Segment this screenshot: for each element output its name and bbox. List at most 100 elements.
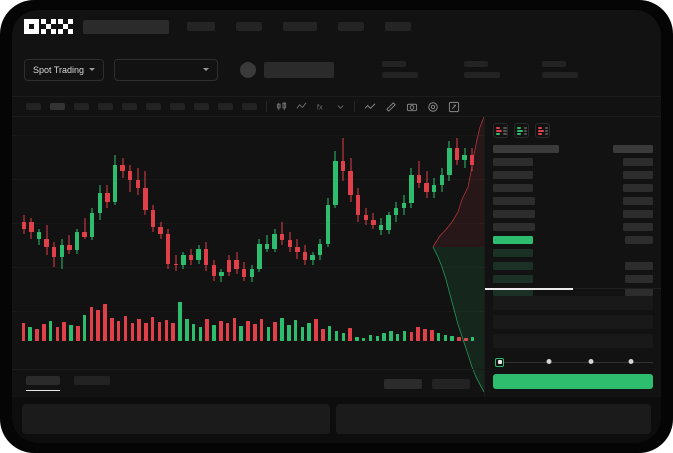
candle-body bbox=[333, 161, 338, 205]
timeframe-4[interactable] bbox=[98, 103, 113, 110]
volume-bar bbox=[253, 324, 257, 341]
order-field-total[interactable] bbox=[493, 334, 653, 348]
volume-bar bbox=[321, 329, 325, 341]
chart-action-2[interactable] bbox=[432, 378, 470, 389]
candle-body bbox=[272, 233, 277, 249]
timeframe-9[interactable] bbox=[218, 103, 233, 110]
orderbook-row[interactable] bbox=[493, 262, 653, 270]
indicators-icon[interactable]: fx bbox=[316, 101, 327, 112]
candle-body bbox=[257, 243, 262, 269]
orderbook-row[interactable] bbox=[493, 145, 653, 153]
orderbook-row[interactable] bbox=[493, 210, 653, 218]
orderbook-row[interactable] bbox=[493, 236, 653, 244]
line-chart-icon[interactable] bbox=[296, 101, 307, 112]
orderbook-mode-both[interactable] bbox=[493, 123, 508, 138]
orderbook-mode-buy[interactable] bbox=[514, 123, 529, 138]
slider-handle[interactable] bbox=[495, 357, 504, 367]
nav-item-1[interactable] bbox=[187, 22, 215, 31]
chevron-down-icon[interactable] bbox=[336, 102, 345, 111]
submit-buy-button[interactable] bbox=[493, 374, 653, 389]
timeframe-10[interactable] bbox=[242, 103, 257, 110]
timeframe-2[interactable] bbox=[50, 103, 65, 110]
orderbook-row[interactable] bbox=[493, 249, 653, 257]
candle-wick bbox=[342, 137, 344, 182]
candle-wick bbox=[68, 235, 70, 254]
candle bbox=[325, 121, 331, 289]
price-chart-panel[interactable] bbox=[12, 117, 484, 397]
timeframe-7[interactable] bbox=[170, 103, 185, 110]
orderbook-trade-panel: Buy Sell bbox=[484, 117, 661, 397]
bottom-dock bbox=[12, 397, 661, 443]
candle-body bbox=[120, 164, 125, 172]
volume-bar bbox=[62, 321, 66, 341]
volume-bar bbox=[239, 325, 243, 341]
volume-bar bbox=[266, 326, 271, 341]
chart-toolbar: fx bbox=[12, 96, 661, 117]
trading-pair-selector[interactable] bbox=[114, 58, 219, 81]
market-type-selector[interactable]: Spot Trading bbox=[24, 58, 105, 81]
orderbook-row[interactable] bbox=[493, 197, 653, 205]
okx-logo[interactable] bbox=[24, 19, 73, 34]
orderbook-row[interactable] bbox=[493, 275, 653, 283]
search-input[interactable] bbox=[83, 19, 169, 34]
timeframe-1[interactable] bbox=[26, 103, 41, 110]
orderbook-row[interactable] bbox=[493, 223, 653, 231]
candlestick-chart-icon[interactable] bbox=[276, 101, 287, 112]
candle bbox=[317, 121, 323, 289]
orderbook-row-price bbox=[493, 288, 533, 296]
orderbook-mode-sell[interactable] bbox=[535, 123, 550, 138]
volume-bar bbox=[130, 322, 135, 341]
chart-tab-1[interactable] bbox=[26, 376, 60, 391]
nav-item-2[interactable] bbox=[236, 22, 262, 31]
candle-body bbox=[188, 255, 194, 261]
settings-icon[interactable] bbox=[427, 101, 439, 113]
candle bbox=[105, 121, 110, 289]
timeframe-6[interactable] bbox=[146, 103, 161, 110]
trendline-icon[interactable] bbox=[364, 101, 376, 112]
volume-bar bbox=[123, 316, 128, 341]
candle bbox=[469, 121, 475, 289]
nav-item-4[interactable] bbox=[338, 22, 364, 31]
candle bbox=[431, 121, 437, 289]
orderbook-row-price bbox=[493, 223, 535, 231]
volume-bar bbox=[150, 317, 155, 341]
orderbook-row[interactable] bbox=[493, 184, 653, 192]
volume-bar bbox=[450, 336, 454, 341]
volume-bar bbox=[443, 334, 448, 341]
dock-panel-left[interactable] bbox=[22, 404, 331, 434]
dock-panel-right[interactable] bbox=[336, 404, 651, 434]
volume-bar bbox=[42, 324, 46, 341]
candle bbox=[143, 121, 148, 289]
volume-bar bbox=[246, 321, 250, 341]
ruler-icon[interactable] bbox=[385, 101, 397, 113]
timeframe-5[interactable] bbox=[122, 103, 137, 110]
orderbook-row-amount bbox=[623, 223, 653, 231]
candle-body bbox=[211, 265, 217, 276]
nav-item-5[interactable] bbox=[385, 22, 411, 31]
okx-trading-app: Spot Trading bbox=[12, 10, 661, 443]
nav-item-3[interactable] bbox=[283, 22, 317, 31]
order-field-price[interactable] bbox=[493, 296, 653, 310]
timeframe-8[interactable] bbox=[194, 103, 209, 110]
candle-body bbox=[67, 245, 72, 251]
slider-step-50[interactable] bbox=[588, 359, 594, 364]
volume-bar bbox=[355, 337, 359, 341]
slider-step-75[interactable] bbox=[628, 359, 634, 364]
orderbook-row[interactable] bbox=[493, 158, 653, 166]
timeframe-3[interactable] bbox=[74, 103, 89, 110]
amount-percent-slider[interactable] bbox=[495, 357, 653, 367]
chart-action-1[interactable] bbox=[384, 378, 422, 389]
candle bbox=[188, 121, 194, 289]
slider-step-25[interactable] bbox=[546, 359, 552, 364]
camera-icon[interactable] bbox=[406, 101, 418, 113]
fullscreen-icon[interactable] bbox=[448, 101, 460, 113]
orderbook-row[interactable] bbox=[493, 171, 653, 179]
candle bbox=[226, 121, 232, 289]
orderbook-row[interactable] bbox=[493, 288, 653, 296]
volume-bar bbox=[259, 319, 264, 341]
orderbook-rows[interactable] bbox=[485, 145, 661, 296]
chart-tab-2[interactable] bbox=[74, 376, 110, 391]
order-field-amount[interactable] bbox=[493, 315, 653, 329]
volume-bar bbox=[21, 323, 26, 341]
candle bbox=[424, 121, 429, 289]
